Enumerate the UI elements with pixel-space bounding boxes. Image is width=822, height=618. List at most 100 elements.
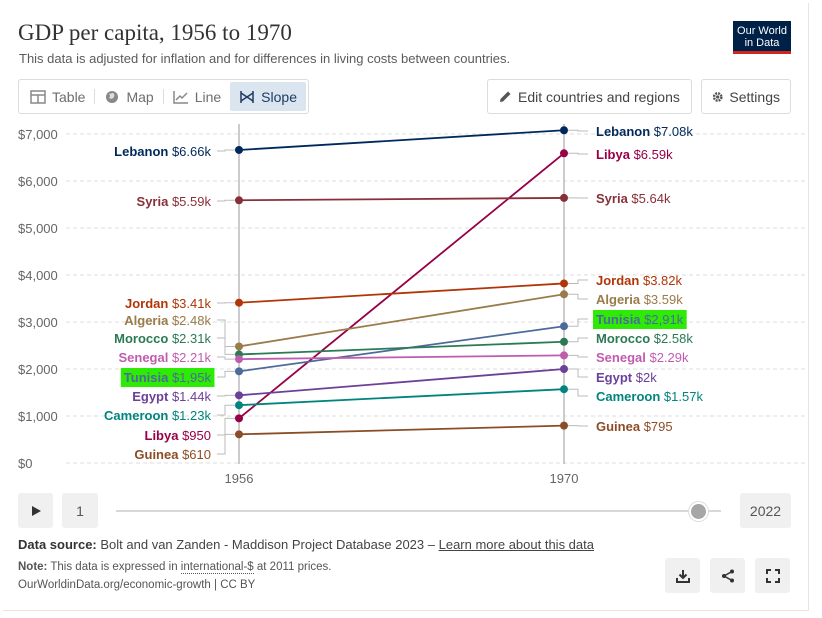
- y-tick-label: $2,000: [18, 362, 58, 377]
- timeline-slider-track[interactable]: [116, 510, 721, 512]
- label-connector: [568, 279, 588, 284]
- right-label-country: Senegal: [596, 350, 649, 365]
- left-label-guinea: Guinea $610: [134, 447, 211, 462]
- left-label-country: Algeria: [124, 313, 172, 328]
- settings-button[interactable]: Settings: [701, 79, 791, 114]
- download-button[interactable]: [665, 558, 700, 593]
- label-connector: [568, 129, 588, 132]
- right-label-country: Algeria: [596, 292, 644, 307]
- timeline-start-year[interactable]: 1: [62, 493, 98, 528]
- source-text: Bolt and van Zanden - Maddison Project D…: [100, 537, 435, 552]
- data-point-lebanon-1970: [560, 126, 568, 135]
- left-label-value: $2.21k: [172, 350, 212, 365]
- edit-countries-button[interactable]: Edit countries and regions: [487, 79, 692, 114]
- left-label-country: Senegal: [118, 350, 171, 365]
- left-label-country: Syria: [137, 194, 172, 209]
- pencil-icon: [500, 91, 511, 102]
- right-label-country: Lebanon: [596, 124, 654, 139]
- label-connector: [568, 152, 588, 155]
- left-label-country: Libya: [145, 428, 183, 443]
- left-label-value: $610: [182, 447, 211, 462]
- gear-icon: [712, 91, 723, 102]
- view-tabs: Table Map Line Slope: [18, 79, 309, 114]
- share-icon: [721, 569, 734, 582]
- series-line-lebanon: [238, 129, 565, 151]
- chart-frame: [3, 3, 809, 611]
- label-connector: [217, 394, 235, 397]
- fullscreen-button[interactable]: [755, 558, 790, 593]
- series-line-egypt: [238, 368, 565, 397]
- tab-slope[interactable]: Slope: [230, 82, 306, 111]
- label-connector: [568, 388, 588, 397]
- left-label-country: Tunisia: [124, 370, 172, 385]
- right-label-guinea: Guinea $795: [596, 419, 673, 434]
- left-label-country: Lebanon: [114, 144, 172, 159]
- chart-subtitle: This data is adjusted for inflation and …: [19, 51, 511, 66]
- play-button[interactable]: [18, 493, 53, 528]
- left-label-value: $1,95k: [172, 370, 212, 385]
- play-icon: [31, 505, 41, 516]
- right-label-libya: Libya $6.59k: [596, 147, 673, 162]
- chart-title: GDP per capita, 1956 to 1970: [18, 20, 292, 45]
- share-button[interactable]: [710, 558, 745, 593]
- note-prefix: Note:: [18, 561, 48, 573]
- timeline-end-year[interactable]: 2022: [740, 493, 791, 528]
- data-point-cameroon-1970: [560, 385, 568, 394]
- data-point-guinea-1970: [560, 421, 568, 430]
- left-label-value: $1.23k: [172, 408, 212, 423]
- data-point-cameroon-1956: [235, 401, 243, 410]
- tab-line[interactable]: Line: [164, 82, 230, 111]
- tab-map-label: Map: [126, 88, 154, 105]
- logo-line-2: in Data: [744, 37, 780, 49]
- left-label-country: Morocco: [114, 331, 172, 346]
- right-label-country: Morocco: [596, 331, 654, 346]
- settings-label: Settings: [729, 88, 780, 105]
- data-point-libya-1970: [560, 149, 568, 158]
- globe-icon: [106, 90, 119, 103]
- right-label-egypt: Egypt $2k: [596, 370, 657, 385]
- left-label-senegal: Senegal $2.21k: [118, 350, 211, 365]
- label-connector: [568, 318, 588, 327]
- x-tick-label: 1956: [225, 471, 254, 486]
- right-label-value: $2.58k: [654, 331, 694, 346]
- label-connector: [217, 149, 235, 152]
- owid-logo[interactable]: Our World in Data: [733, 21, 791, 54]
- data-point-syria-1970: [560, 193, 568, 202]
- data-point-morocco-1970: [560, 337, 568, 346]
- left-label-lebanon: Lebanon $6.66k: [114, 144, 211, 159]
- note: Note: This data is expressed in internat…: [18, 561, 331, 574]
- right-label-country: Guinea: [596, 419, 644, 434]
- data-point-libya-1956: [235, 414, 243, 423]
- right-label-senegal: Senegal $2.29k: [596, 350, 689, 365]
- label-connector: [568, 368, 588, 378]
- series-line-jordan: [238, 282, 565, 304]
- data-point-egypt-1956: [235, 391, 243, 400]
- tab-table-label: Table: [52, 88, 86, 105]
- timeline-slider-handle[interactable]: [689, 502, 708, 521]
- label-connector: [217, 199, 235, 202]
- y-tick-label: $4,000: [18, 268, 58, 283]
- left-label-value: $1.44k: [172, 389, 212, 404]
- note-text-1: This data is expressed in: [50, 561, 178, 573]
- tab-map[interactable]: Map: [95, 82, 162, 111]
- tab-line-label: Line: [194, 88, 222, 105]
- edit-countries-label: Edit countries and regions: [518, 88, 680, 105]
- data-point-tunisia-1970: [560, 322, 568, 331]
- label-connector: [568, 293, 588, 300]
- credit-line: OurWorldinData.org/economic-growth | CC …: [18, 579, 256, 591]
- tab-table[interactable]: Table: [21, 82, 94, 111]
- international-dollar-link[interactable]: international-$: [180, 561, 254, 574]
- right-label-lebanon: Lebanon $7.08k: [596, 124, 693, 139]
- data-point-jordan-1970: [560, 279, 568, 288]
- tab-separator: [162, 89, 164, 104]
- download-icon: [675, 569, 690, 583]
- left-label-value: $6.66k: [172, 144, 212, 159]
- table-icon: [30, 89, 46, 104]
- right-label-country: Egypt: [596, 370, 636, 385]
- left-label-jordan: Jordan $3.41k: [125, 296, 212, 311]
- tab-separator: [94, 89, 96, 104]
- label-connector: [568, 354, 588, 358]
- left-label-country: Jordan: [125, 296, 172, 311]
- label-connector: [217, 319, 235, 347]
- learn-more-link[interactable]: Learn more about this data: [438, 537, 594, 552]
